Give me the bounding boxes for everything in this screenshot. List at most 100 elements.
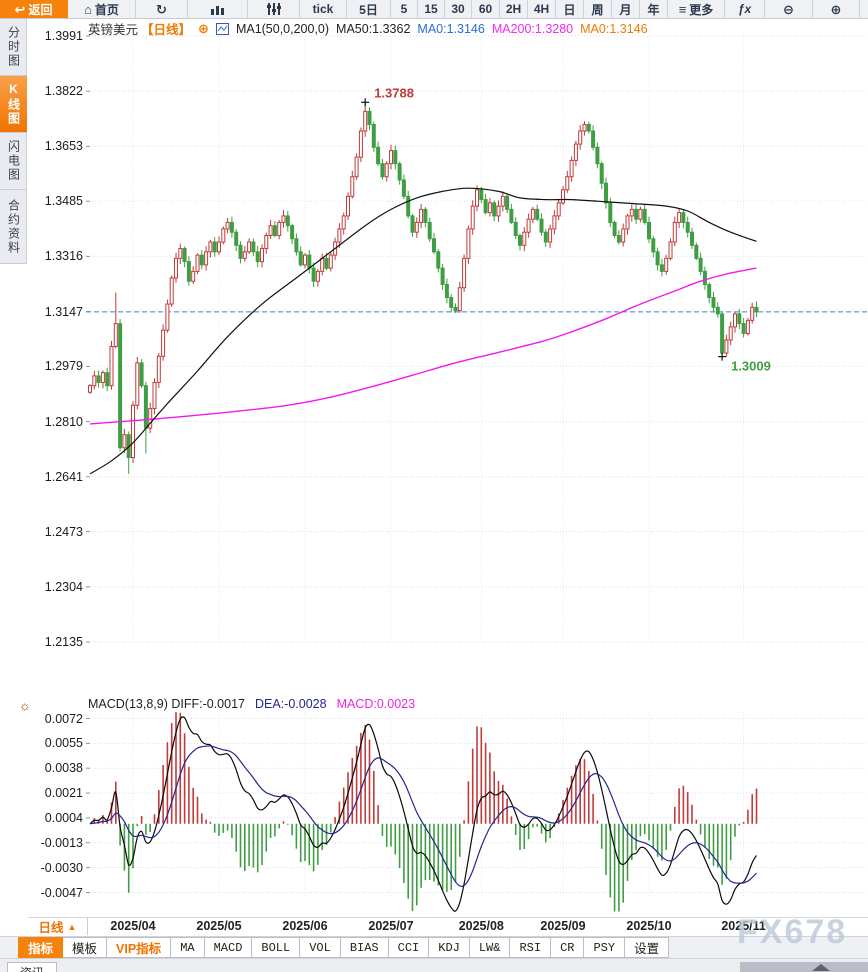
toolbar-button-label: 15: [424, 2, 438, 16]
indicator-tab-lwr[interactable]: LW&: [469, 937, 511, 958]
y-axis-label: 1.2135: [44, 635, 83, 649]
indicator-tab-cci[interactable]: CCI: [388, 937, 430, 958]
toolbar-button-15[interactable]: 15: [418, 0, 445, 18]
macd-y-axis-label: 0.0021: [44, 786, 83, 801]
macd-y-axis-label: 0.0004: [44, 810, 83, 825]
macd-settings-icon[interactable]: ☼: [19, 698, 31, 713]
indicator-tab-macd[interactable]: MACD: [204, 937, 253, 958]
indicator-tab-vip-indicator[interactable]: VIP指标: [107, 937, 172, 958]
toolbar-button-week[interactable]: 周: [584, 0, 612, 18]
toolbar-button-30[interactable]: 30: [445, 0, 472, 18]
toolbar-button-year[interactable]: 年: [640, 0, 668, 18]
toolbar-button-fx[interactable]: ƒx: [725, 0, 765, 18]
toolbar-button-day[interactable]: 日: [556, 0, 584, 18]
macd-y-axis-label: 0.0038: [44, 761, 83, 776]
x-axis-month-label: 2025/09: [540, 919, 586, 933]
bottom-strip: 资讯: [0, 958, 868, 972]
ma50-value: MA50:1.3362: [336, 21, 411, 36]
toolbar-button-60[interactable]: 60: [472, 0, 500, 18]
toolbar-button-label: 4H: [533, 2, 550, 16]
indicator-tab-template[interactable]: 模板: [63, 937, 108, 958]
toolbar-button-label: ƒx: [737, 2, 752, 16]
y-axis-label: 1.3653: [44, 139, 83, 154]
ma200-value: MA200:1.3280: [491, 21, 574, 36]
svg-text:1.3788: 1.3788: [374, 85, 414, 100]
toolbar-button-refresh[interactable]: ↻: [136, 0, 188, 18]
home-icon: ⌂: [84, 1, 92, 17]
toolbar-button-5d[interactable]: 5日: [347, 0, 391, 18]
indicator-tab-ma[interactable]: MA: [171, 937, 205, 958]
toolbar-button-label: 年: [647, 2, 660, 17]
sidebar-item-lightning-chart[interactable]: 闪电图: [0, 133, 27, 190]
toolbar-button-label: tick: [312, 2, 334, 16]
indicator-tab-settings[interactable]: 设置: [625, 937, 670, 958]
indicator-tab-rsi[interactable]: RSI: [510, 937, 552, 958]
y-axis-label: 1.2810: [44, 414, 83, 429]
macd-y-axis-label: -0.0047: [40, 885, 83, 900]
indicator-tab-kdj[interactable]: KDJ: [429, 937, 470, 958]
sidebar-item-kline-chart[interactable]: K线图: [0, 76, 27, 133]
macd-dea-label: DEA:-0.0028: [255, 697, 327, 711]
x-axis-month-label: 2025/11: [721, 919, 766, 933]
macd-chart[interactable]: [86, 706, 868, 915]
toolbar-button-back[interactable]: ↩ 返回: [0, 0, 68, 18]
indicator-tab-boll[interactable]: BOLL: [252, 937, 301, 958]
sidebar-item-time-chart[interactable]: 分时图: [0, 19, 27, 76]
toolbar-button-candle-settings[interactable]: [248, 0, 300, 18]
x-axis-month-label: 2025/06: [282, 919, 328, 933]
indicator-tab-vol[interactable]: VOL: [300, 937, 341, 958]
macd-macd-label: MACD:0.0023: [336, 697, 416, 711]
toolbar-button-bar-chart[interactable]: [188, 0, 248, 18]
toolbar-button-label: 周: [591, 2, 604, 17]
toolbar-button-zoom-in[interactable]: ⊕: [813, 0, 860, 18]
x-axis-month-label: 2025/04: [110, 919, 156, 933]
toolbar-button-label: 首页: [94, 2, 119, 17]
sidebar-item-label: K线图: [6, 82, 21, 126]
zoom-in-icon: ⊕: [830, 1, 842, 17]
toolbar-button-zoom-out[interactable]: ⊖: [765, 0, 813, 18]
mini-chart-icon: [215, 22, 229, 35]
toolbar-button-month[interactable]: 月: [612, 0, 640, 18]
sidebar-item-label: 闪电图: [6, 140, 21, 182]
zoom-out-icon: ⊖: [783, 1, 794, 17]
toolbar-button-4h[interactable]: 4H: [528, 0, 556, 18]
macd-diff-label: MACD(13,8,9) DIFF:-0.0017: [88, 697, 245, 711]
y-axis-label: 1.3991: [44, 29, 83, 43]
indicator-tab-cr[interactable]: CR: [551, 937, 585, 958]
sidebar-item-label: 分时图: [6, 26, 21, 68]
indicator-tab-bias[interactable]: BIAS: [340, 937, 389, 958]
period-selector-label: 日线: [38, 921, 64, 935]
toolbar-button-2h[interactable]: 2H: [500, 0, 528, 18]
x-axis-month-label: 2025/08: [458, 919, 504, 933]
x-axis-strip: 日线 ▲: [28, 917, 868, 935]
candlestick-chart[interactable]: 1.3788 1.3009: [86, 28, 868, 660]
y-axis-label: 1.3316: [44, 249, 83, 264]
toolbar-button-5[interactable]: 5: [391, 0, 418, 18]
scroll-up-bar[interactable]: [740, 962, 868, 972]
period-selector[interactable]: 日线 ▲: [28, 918, 88, 935]
indicator-tab-psy[interactable]: PSY: [584, 937, 626, 958]
add-indicator-icon[interactable]: ⊕: [198, 20, 209, 36]
toolbar-button-label: 返回: [28, 2, 53, 17]
indicator-tab-bar: 指标 模板 VIP指标 MA MACD BOLL VOL BIAS CCI KDJ LW& RSI CR…: [0, 936, 868, 958]
toolbar-button-tick[interactable]: tick: [300, 0, 347, 18]
indicator-tab-indicator[interactable]: 指标: [18, 937, 64, 958]
svg-text:1.3009: 1.3009: [731, 359, 771, 374]
back-icon: ↩: [14, 1, 26, 17]
chart-type-sidebar: 分时图 K线图闪电图合约资料: [0, 19, 27, 264]
toolbar-button-home[interactable]: ⌂ 首页: [68, 0, 136, 18]
ma-settings: MA1(50,0,200,0): [235, 21, 330, 36]
ma0-blue-value: MA0:1.3146: [417, 21, 485, 36]
y-axis-label: 1.2641: [44, 469, 83, 484]
toolbar-button-label: 日: [563, 2, 576, 17]
tab-news[interactable]: 资讯: [7, 962, 58, 972]
chart-header: 英镑美元 【日线】 ⊕ MA1(50,0,200,0) MA50:1.3362 …: [88, 20, 648, 38]
period-label: 【日线】: [141, 23, 192, 37]
sidebar-item-contract-info[interactable]: 合约资料: [0, 190, 27, 264]
toolbar-button-label: 更多: [689, 2, 714, 17]
toolbar-button-label: 5日: [359, 2, 378, 17]
ma0-orange-value: MA0:1.3146: [580, 21, 648, 36]
toolbar-button-more[interactable]: ≡ 更多: [668, 0, 725, 18]
y-axis-label: 1.2304: [44, 579, 83, 594]
toolbar-button-label: 5: [400, 2, 408, 16]
